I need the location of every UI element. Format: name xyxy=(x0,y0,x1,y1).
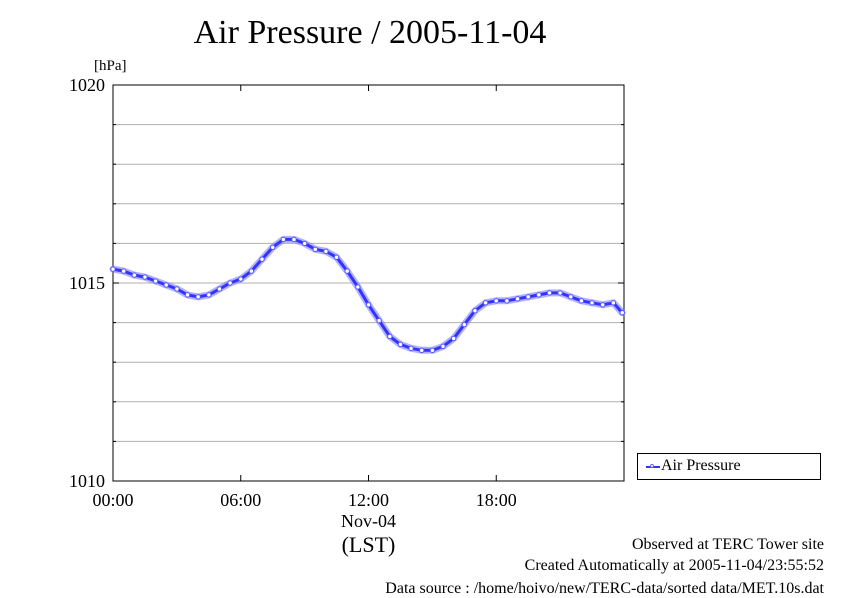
data-point xyxy=(323,248,329,255)
data-point xyxy=(206,292,212,298)
data-point xyxy=(269,244,276,251)
data-point xyxy=(291,236,297,243)
data-point xyxy=(280,236,287,243)
data-point xyxy=(131,272,137,278)
legend-swatch-icon xyxy=(646,464,660,468)
legend: Air Pressure xyxy=(637,453,821,480)
data-point xyxy=(195,294,201,300)
legend-label: Air Pressure xyxy=(661,457,741,474)
footer-observed: Observed at TERC Tower site xyxy=(631,536,824,553)
footer-created: Created Automatically at 2005-11-04/23:5… xyxy=(524,557,824,574)
y-axis-label: [hPa] xyxy=(94,58,127,74)
x-tick-label: 12:00 xyxy=(348,490,389,510)
data-point xyxy=(110,266,116,272)
data-point xyxy=(163,282,169,288)
data-point xyxy=(472,308,478,314)
data-point xyxy=(419,347,425,354)
data-point xyxy=(514,296,521,302)
data-point xyxy=(536,292,542,298)
data-point xyxy=(610,300,617,306)
data-point xyxy=(120,268,127,274)
data-point xyxy=(174,286,180,292)
x-axis-label: (LST) xyxy=(342,532,396,557)
data-point xyxy=(259,256,265,262)
data-point xyxy=(600,302,606,308)
y-tick-label: 1010 xyxy=(69,471,105,491)
data-point xyxy=(227,280,233,286)
data-point xyxy=(184,292,191,298)
y-tick-label: 1020 xyxy=(69,75,105,95)
data-point xyxy=(619,310,625,316)
x-tick-label: 00:00 xyxy=(92,490,133,510)
y-tick-label: 1015 xyxy=(69,273,105,293)
data-point xyxy=(333,254,340,260)
data-point xyxy=(216,286,223,292)
data-point xyxy=(461,321,468,328)
data-point xyxy=(578,298,585,304)
data-point xyxy=(429,347,436,354)
data-point xyxy=(557,290,563,296)
data-point xyxy=(312,246,318,253)
x-date-label: Nov-04 xyxy=(341,511,396,531)
data-point xyxy=(152,278,159,284)
data-point xyxy=(504,298,510,304)
data-point xyxy=(408,345,414,352)
data-point xyxy=(568,294,574,300)
data-point xyxy=(546,290,553,296)
data-point xyxy=(344,268,350,274)
data-point xyxy=(355,284,361,290)
data-point xyxy=(589,300,595,306)
data-point xyxy=(248,268,255,274)
data-point xyxy=(142,274,148,280)
footer-source: Data source : /home/hoivo/new/TERC-data/… xyxy=(385,580,824,597)
data-point xyxy=(493,298,499,304)
data-point xyxy=(238,276,244,282)
data-point xyxy=(450,335,457,342)
x-tick-label: 06:00 xyxy=(220,490,261,510)
data-point xyxy=(397,341,404,348)
data-point xyxy=(482,300,489,306)
data-point xyxy=(365,302,372,308)
data-point xyxy=(376,317,382,324)
data-point xyxy=(440,343,446,350)
chart-title: Air Pressure / 2005-11-04 xyxy=(193,14,547,51)
data-point xyxy=(301,240,308,247)
data-point xyxy=(387,333,393,340)
x-tick-label: 18:00 xyxy=(476,490,517,510)
data-point xyxy=(525,294,531,300)
